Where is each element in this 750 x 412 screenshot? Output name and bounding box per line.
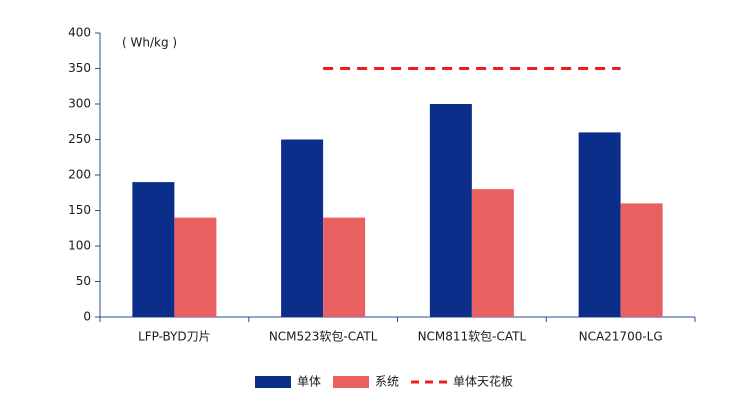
legend-label: 系统: [375, 375, 399, 389]
legend-swatch: [333, 376, 370, 388]
bar: [132, 182, 175, 317]
bar: [174, 217, 217, 317]
y-tick-label: 250: [68, 132, 91, 146]
x-tick-label: NCA21700-LG: [579, 330, 663, 344]
x-tick-label: NCM523软包-CATL: [269, 330, 378, 344]
bar: [578, 132, 621, 317]
y-tick-label: 400: [68, 26, 91, 40]
legend-swatch: [255, 376, 291, 388]
y-tick-label: 0: [83, 310, 91, 324]
x-tick-label: NCM811软包-CATL: [418, 330, 527, 344]
bar: [471, 189, 514, 317]
bar: [620, 203, 663, 317]
y-axis-label: ( Wh/kg ): [122, 36, 177, 50]
bar: [323, 217, 366, 317]
legend-label: 单体天花板: [453, 374, 513, 389]
y-tick-label: 150: [68, 203, 91, 217]
y-tick-label: 350: [68, 61, 91, 75]
y-tick-label: 300: [68, 97, 91, 111]
x-tick-label: LFP-BYD刀片: [138, 330, 211, 344]
bar: [429, 104, 472, 317]
legend-label: 单体: [297, 375, 321, 389]
y-tick-label: 50: [76, 274, 91, 288]
y-tick-label: 200: [68, 168, 91, 182]
y-tick-label: 100: [68, 239, 91, 253]
bar: [281, 139, 324, 317]
